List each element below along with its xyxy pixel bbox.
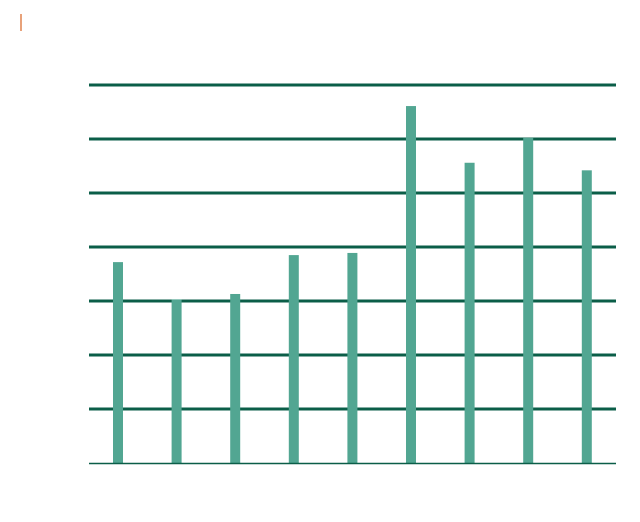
- brand-accent-mark: [20, 14, 22, 31]
- bar: [581, 170, 592, 463]
- bar: [523, 137, 534, 464]
- bar: [464, 162, 475, 463]
- bar: [406, 106, 416, 463]
- bar: [113, 262, 123, 463]
- bar: [230, 293, 241, 463]
- bar: [288, 255, 299, 463]
- bar: [171, 299, 182, 463]
- bar: [347, 252, 358, 463]
- bars: [113, 106, 592, 464]
